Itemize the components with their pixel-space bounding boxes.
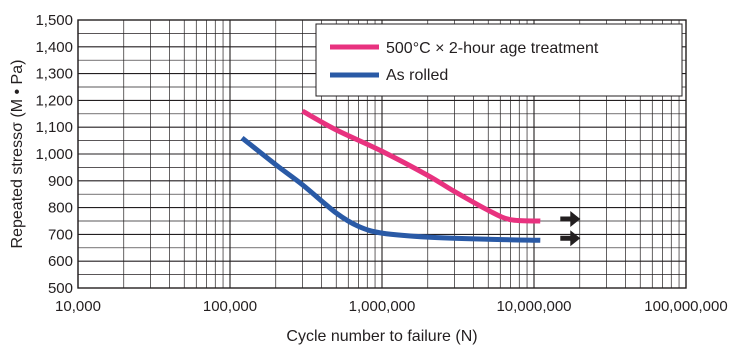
x-tick-label: 1,000,000 xyxy=(349,298,416,315)
x-tick-label: 100,000,000 xyxy=(644,298,727,315)
y-tick-label: 1,400 xyxy=(35,39,73,56)
legend-label-aged: 500°C × 2-hour age treatment xyxy=(386,40,599,57)
y-tick-label: 700 xyxy=(48,226,73,243)
y-tick-label: 1,100 xyxy=(35,119,73,136)
y-tick-label: 1,300 xyxy=(35,66,73,83)
y-tick-label: 500 xyxy=(48,280,73,297)
series-lines xyxy=(240,108,541,243)
y-tick-label: 800 xyxy=(48,200,73,217)
runout-arrow-rolled xyxy=(560,230,581,247)
x-tick-labels: 10,000 100,000 1,000,000 10,000,000 100,000,… xyxy=(55,298,728,315)
y-tick-label: 900 xyxy=(48,173,73,190)
legend: 500°C × 2-hour age treatment As rolled xyxy=(315,23,683,97)
x-tick-label: 10,000,000 xyxy=(496,298,571,315)
series-line-aged xyxy=(301,108,541,224)
y-tick-label: 1,000 xyxy=(35,146,73,163)
y-tick-label: 1,500 xyxy=(35,12,73,29)
y-tick-label: 1,200 xyxy=(35,92,73,109)
runout-arrows xyxy=(560,211,581,247)
y-tick-label: 600 xyxy=(48,253,73,270)
y-tick-labels: 1,500 1,400 1,300 1,200 1,100 1,000 900 800 700 6… xyxy=(35,12,73,297)
runout-arrow-aged xyxy=(560,211,581,227)
plot-frame xyxy=(77,19,687,289)
grid xyxy=(77,19,686,289)
legend-box xyxy=(315,23,683,97)
x-axis-title: Cycle number to failure (N) xyxy=(286,328,477,345)
legend-label-rolled: As rolled xyxy=(386,67,448,84)
x-tick-label: 100,000 xyxy=(203,298,257,315)
y-axis-title: Repeated stressσ (M • Pa) xyxy=(9,60,26,249)
series-line-rolled xyxy=(240,135,541,243)
x-tick-label: 10,000 xyxy=(55,298,101,315)
